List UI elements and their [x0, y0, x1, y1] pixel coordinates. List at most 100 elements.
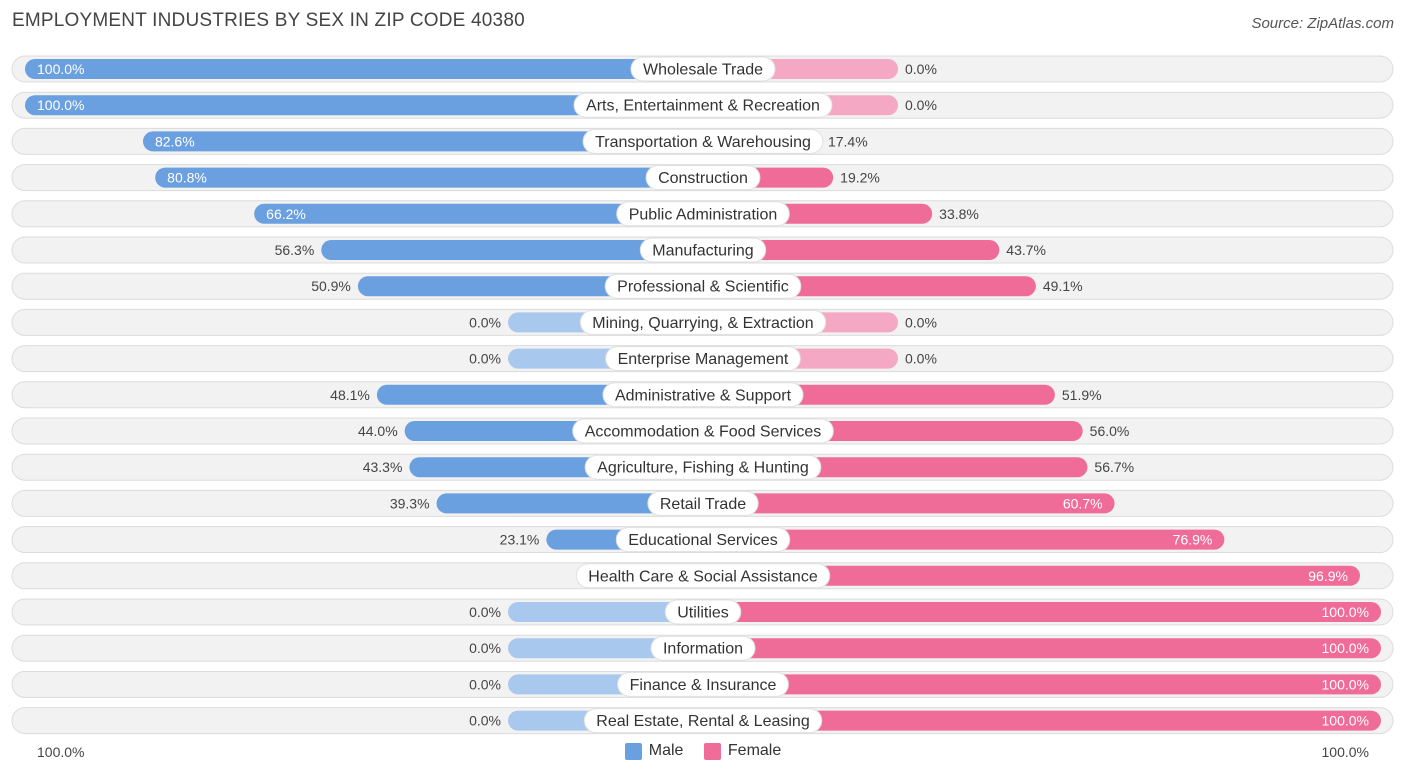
value-label-male: 44.0%	[358, 423, 398, 439]
bar-male	[155, 167, 703, 188]
bar-male	[436, 493, 703, 514]
value-label-female: 100.0%	[1322, 640, 1369, 656]
category-pill	[602, 382, 804, 408]
category-label: Administrative & Support	[615, 387, 792, 404]
value-label-female: 51.9%	[1062, 387, 1102, 403]
value-label-male: 56.3%	[275, 242, 315, 258]
legend-swatch-female	[703, 742, 721, 760]
value-label-female: 56.0%	[1090, 423, 1130, 439]
category-pill	[639, 237, 767, 263]
value-label-male: 48.1%	[330, 387, 370, 403]
category-pill	[645, 165, 761, 191]
category-pill	[584, 454, 822, 480]
category-pill	[617, 671, 789, 697]
value-label-female: 0.0%	[905, 314, 937, 330]
category-label: Educational Services	[628, 532, 777, 549]
chart-source: Source: ZipAtlas.com	[1251, 15, 1394, 32]
value-label-male: 82.6%	[155, 133, 195, 149]
category-label: Agriculture, Fishing & Hunting	[597, 460, 809, 477]
category-pill	[575, 563, 831, 589]
bar-female	[703, 710, 1381, 731]
value-label-female: 0.0%	[905, 61, 937, 77]
category-pill	[616, 201, 790, 227]
value-label-male: 80.8%	[167, 170, 207, 186]
category-label: Wholesale Trade	[643, 62, 763, 79]
legend-item-female: Female	[703, 742, 782, 760]
legend-swatch-male	[624, 742, 642, 760]
bar-male	[254, 203, 703, 224]
category-label: Real Estate, Rental & Leasing	[596, 713, 809, 730]
legend-label-male: Male	[648, 742, 684, 759]
category-pill	[615, 527, 791, 553]
bar-female	[703, 240, 1000, 260]
value-label-male: 0.0%	[469, 351, 501, 367]
category-pill	[604, 273, 802, 299]
value-label-male: 100.0%	[37, 61, 84, 77]
category-label: Accommodation & Food Services	[585, 424, 822, 441]
value-label-female: 100.0%	[1322, 676, 1369, 692]
category-label: Construction	[658, 170, 748, 187]
value-label-male: 0.0%	[469, 676, 501, 692]
category-label: Utilities	[677, 605, 729, 622]
category-label: Retail Trade	[660, 496, 746, 513]
category-label: Transportation & Warehousing	[595, 134, 811, 151]
value-label-female: 19.2%	[840, 170, 880, 186]
category-label: Enterprise Management	[618, 351, 789, 368]
value-label-male: 39.3%	[390, 495, 430, 511]
bar-male	[25, 95, 703, 116]
value-label-female: 56.7%	[1094, 459, 1134, 475]
bar-male	[25, 59, 703, 79]
value-label-male: 100.0%	[37, 97, 84, 113]
value-label-female: 33.8%	[939, 206, 979, 222]
category-label: Manufacturing	[652, 243, 753, 260]
value-label-female: 96.9%	[1308, 568, 1348, 584]
legend: Male Female	[0, 742, 1406, 765]
category-label: Health Care & Social Assistance	[588, 568, 818, 585]
value-label-female: 60.7%	[1063, 495, 1103, 511]
category-label: Finance & Insurance	[630, 677, 777, 694]
legend-label-female: Female	[727, 742, 782, 759]
value-label-female: 43.7%	[1006, 242, 1046, 258]
category-pill	[630, 56, 776, 82]
value-label-female: 0.0%	[905, 97, 937, 113]
category-pill	[579, 309, 827, 335]
value-label-female: 100.0%	[1322, 713, 1369, 729]
value-label-male: 23.1%	[500, 532, 540, 548]
bar-female	[703, 638, 1381, 659]
bar-female	[703, 602, 1381, 622]
value-label-male: 0.0%	[469, 713, 501, 729]
value-label-male: 66.2%	[266, 206, 306, 222]
bar-male	[142, 131, 704, 152]
value-label-female: 17.4%	[828, 133, 868, 149]
value-label-female: 100.0%	[1322, 604, 1369, 620]
value-label-male: 50.9%	[311, 278, 351, 294]
bar-female	[703, 565, 1360, 586]
category-pill	[573, 92, 833, 118]
category-pill	[647, 490, 759, 516]
axis-label-left: 100.0%	[37, 744, 85, 760]
value-label-female: 76.9%	[1173, 532, 1213, 548]
bar-male	[321, 240, 703, 260]
value-label-male: 43.3%	[363, 459, 403, 475]
value-label-male: 0.0%	[469, 604, 501, 620]
category-pill	[572, 418, 834, 444]
category-label: Public Administration	[629, 206, 778, 223]
bar-female	[703, 529, 1225, 550]
category-pill	[582, 128, 824, 154]
axis-label-right: 100.0%	[1321, 744, 1369, 760]
category-label: Professional & Scientific	[617, 279, 789, 296]
category-label: Information	[663, 641, 743, 658]
legend-item-male: Male	[624, 742, 684, 760]
value-label-male: 0.0%	[469, 640, 501, 656]
category-pill	[605, 346, 801, 372]
chart-title: EMPLOYMENT INDUSTRIES BY SEX IN ZIP CODE…	[12, 10, 525, 31]
bar-female	[703, 493, 1115, 514]
bar-male	[508, 602, 703, 622]
category-pill	[650, 635, 756, 661]
category-label: Mining, Quarrying, & Extraction	[592, 315, 813, 332]
category-label: Arts, Entertainment & Recreation	[586, 98, 820, 115]
value-label-female: 49.1%	[1043, 278, 1083, 294]
category-pill	[664, 599, 742, 625]
category-pill	[583, 708, 823, 734]
